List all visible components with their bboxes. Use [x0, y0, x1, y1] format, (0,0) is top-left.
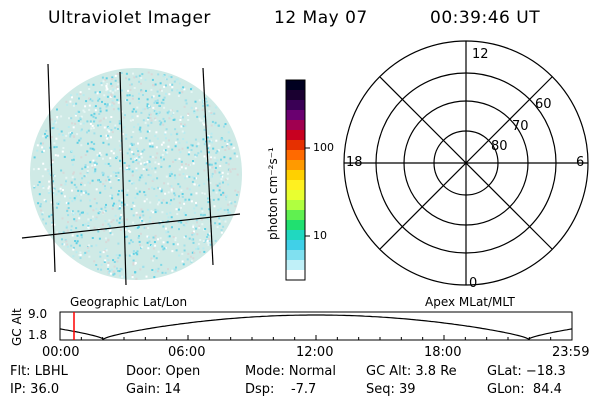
orbit-y-axis-label: GC Alt [10, 308, 24, 346]
status-filter: Flt: LBHL [10, 364, 68, 379]
mlat-label-70: 70 [512, 119, 529, 134]
status-glat: GLat: −18.3 [487, 364, 566, 379]
mlat-label-60: 60 [535, 97, 552, 112]
date-label: 12 May 07 [274, 8, 368, 28]
orbit-x-tick: 12:00 [296, 345, 334, 360]
orbit-x-tick: 00:00 [42, 345, 80, 360]
status-dsp: Dsp: -7.7 [245, 382, 317, 397]
meridian-line [202, 67, 214, 266]
status-gc-alt: GC Alt: 3.8 Re [366, 364, 457, 379]
parallel-line [21, 213, 241, 239]
meridian-line [47, 63, 56, 273]
mlt-label-18: 18 [346, 155, 363, 170]
polar-plot [343, 40, 589, 286]
orbit-x-tick: 23:59 [552, 345, 590, 360]
meridian-line [119, 71, 127, 286]
geographic-label: Geographic Lat/Lon [70, 295, 188, 309]
status-glon: GLon: 84.4 [487, 382, 562, 397]
colorbar-tick-10: 10 [313, 229, 327, 242]
colorbar-tick-100: 100 [313, 141, 334, 154]
mlt-label-0: 0 [469, 276, 478, 291]
status-mode: Mode: Normal [245, 364, 336, 379]
status-seq: Seq: 39 [366, 382, 416, 397]
mlt-label-12: 12 [472, 47, 489, 62]
orbit-x-tick: 06:00 [168, 345, 206, 360]
colorbar-unit-label: photon cm⁻²s⁻¹ [266, 147, 280, 240]
earth-disk-image [21, 63, 242, 286]
status-door: Door: Open [126, 364, 201, 379]
orbit-x-tick: 18:00 [424, 345, 462, 360]
status-ip: IP: 36.0 [10, 382, 60, 397]
orbit-y-tick-9: 9.0 [28, 307, 48, 321]
mlat-label-80: 80 [491, 139, 508, 154]
mlt-label-6: 6 [576, 155, 585, 170]
orbit-y-tick-1-8: 1.8 [28, 328, 48, 342]
colorbar [285, 79, 310, 281]
time-label: 00:39:46 UT [430, 8, 541, 28]
instrument-title: Ultraviolet Imager [48, 8, 211, 28]
orbit-plot [59, 311, 573, 341]
apex-label: Apex MLat/MLT [425, 295, 515, 309]
status-gain: Gain: 14 [126, 382, 181, 397]
